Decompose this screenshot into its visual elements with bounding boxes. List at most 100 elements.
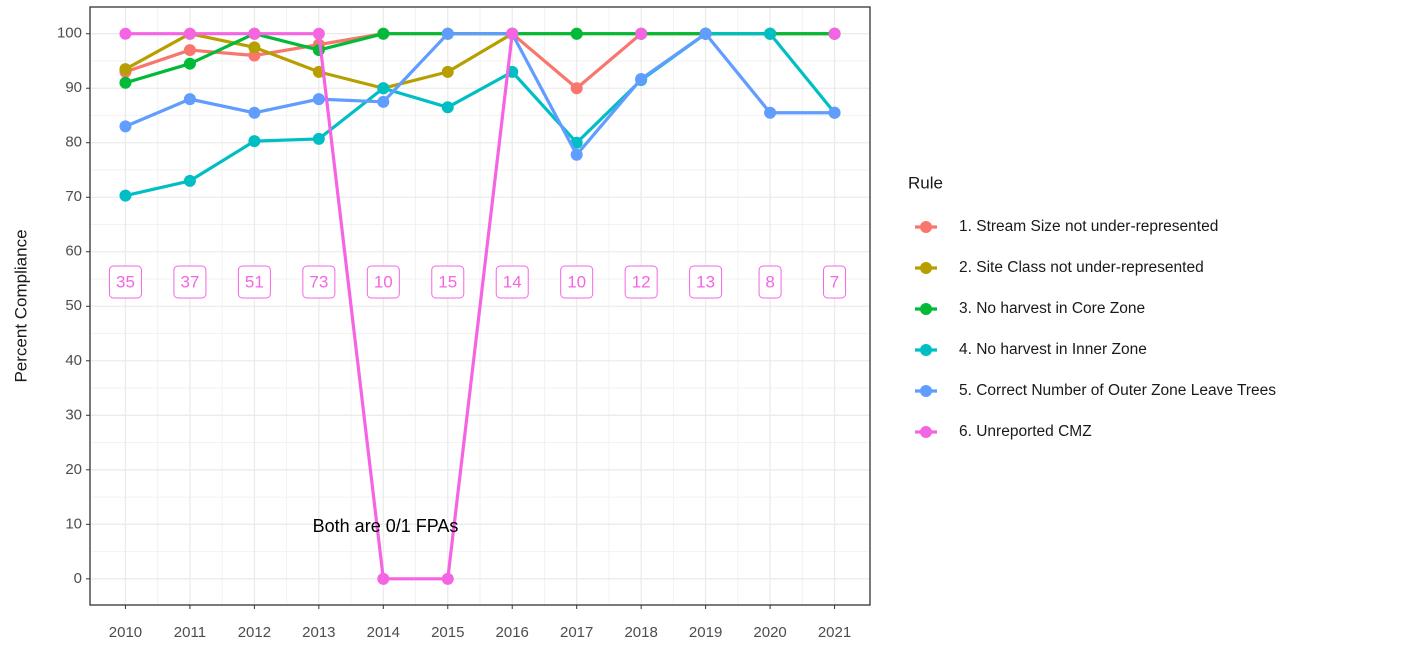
annotation: Both are 0/1 FPAs bbox=[313, 516, 459, 536]
x-tick-label: 2018 bbox=[624, 624, 657, 641]
series-point bbox=[119, 189, 132, 202]
count-label: 7 bbox=[830, 272, 839, 291]
count-label: 10 bbox=[567, 272, 586, 291]
y-tick-label: 80 bbox=[65, 134, 82, 151]
y-tick-label: 100 bbox=[57, 25, 82, 42]
series-point bbox=[441, 27, 454, 40]
count-label: 14 bbox=[503, 272, 522, 291]
y-tick-label: 50 bbox=[65, 297, 82, 314]
series-point bbox=[699, 27, 712, 40]
y-tick-label: 30 bbox=[65, 406, 82, 423]
x-tick-label: 2020 bbox=[753, 624, 786, 641]
series-point bbox=[506, 65, 519, 78]
y-axis-label: Percent Compliance bbox=[11, 229, 30, 382]
count-label-box bbox=[823, 265, 847, 299]
series-point bbox=[248, 27, 261, 40]
legend-label: 2. Site Class not under-represented bbox=[959, 259, 1204, 276]
series-point bbox=[764, 106, 777, 119]
legend-key-point bbox=[920, 426, 932, 438]
series-point bbox=[506, 27, 519, 40]
y-tick-label: 90 bbox=[65, 79, 82, 96]
y-tick-label: 60 bbox=[65, 243, 82, 260]
series-point bbox=[119, 27, 132, 40]
legend-key-point bbox=[920, 385, 932, 397]
series-point bbox=[441, 572, 454, 585]
y-tick-label: 40 bbox=[65, 352, 82, 369]
x-tick-label: 2013 bbox=[302, 624, 335, 641]
x-tick-label: 2021 bbox=[818, 624, 851, 641]
series-point bbox=[248, 106, 261, 119]
count-label: 8 bbox=[765, 272, 774, 291]
series-line bbox=[125, 32, 836, 198]
legend-key-point bbox=[920, 344, 932, 356]
legend-label: 3. No harvest in Core Zone bbox=[959, 300, 1145, 317]
legend-key-point bbox=[920, 221, 932, 233]
series-point bbox=[377, 27, 390, 40]
series-point bbox=[312, 93, 325, 106]
count-label-box bbox=[302, 265, 336, 299]
x-tick-label: 2012 bbox=[238, 624, 271, 641]
x-tick-label: 2011 bbox=[174, 624, 206, 641]
count-label-box bbox=[560, 265, 594, 299]
series-point bbox=[183, 27, 196, 40]
count-label: 12 bbox=[632, 272, 651, 291]
count-label-box bbox=[758, 265, 782, 299]
y-tick-label: 0 bbox=[74, 570, 82, 587]
legend-label: 4. No harvest in Inner Zone bbox=[959, 341, 1147, 358]
series-point bbox=[248, 135, 261, 148]
count-label: 15 bbox=[438, 272, 457, 291]
legend-label: 6. Unreported CMZ bbox=[959, 423, 1092, 440]
series-line bbox=[124, 32, 835, 157]
count-label: 73 bbox=[309, 272, 328, 291]
x-tick-label: 2016 bbox=[496, 624, 529, 641]
series-point bbox=[764, 27, 777, 40]
x-tick-label: 2010 bbox=[109, 624, 142, 641]
count-label: 10 bbox=[374, 272, 393, 291]
count-label: 13 bbox=[696, 272, 715, 291]
series-point bbox=[377, 82, 390, 95]
count-label-box bbox=[624, 265, 658, 299]
count-label-box bbox=[173, 265, 207, 299]
series-point bbox=[570, 82, 583, 95]
series-point bbox=[183, 44, 196, 57]
series-point bbox=[312, 132, 325, 145]
series-point bbox=[312, 27, 325, 40]
x-tick-label: 2015 bbox=[431, 624, 464, 641]
count-label-box bbox=[108, 265, 142, 299]
x-tick-label: 2017 bbox=[560, 624, 593, 641]
series-point bbox=[183, 174, 196, 187]
series-point bbox=[441, 65, 454, 78]
series-point bbox=[183, 57, 196, 70]
count-label: 37 bbox=[180, 272, 199, 291]
series-point bbox=[248, 41, 261, 54]
count-label-box bbox=[237, 265, 271, 299]
series-point bbox=[828, 106, 841, 119]
series-point bbox=[377, 95, 390, 108]
count-label: 35 bbox=[116, 272, 135, 291]
y-tick-label: 20 bbox=[65, 461, 82, 478]
legend-key-point bbox=[920, 262, 932, 274]
x-tick-label: 2014 bbox=[367, 624, 400, 641]
count-label-box bbox=[495, 265, 529, 299]
series-point bbox=[828, 27, 841, 40]
series-point bbox=[570, 27, 583, 40]
series-point bbox=[312, 65, 325, 78]
series-point bbox=[183, 93, 196, 106]
legend-key-point bbox=[920, 303, 932, 315]
series-point bbox=[119, 76, 132, 89]
plot-border bbox=[89, 6, 871, 606]
count-label-box bbox=[366, 265, 400, 299]
series-point bbox=[635, 72, 648, 85]
count-label-box bbox=[431, 265, 465, 299]
series-point bbox=[570, 148, 583, 161]
legend-label: 5. Correct Number of Outer Zone Leave Tr… bbox=[959, 382, 1276, 399]
y-tick-label: 10 bbox=[65, 515, 82, 532]
y-tick-label: 70 bbox=[65, 188, 82, 205]
count-label: 51 bbox=[245, 272, 264, 291]
count-label-box bbox=[689, 265, 723, 299]
series-point bbox=[119, 63, 132, 76]
series-point bbox=[441, 101, 454, 114]
legend-title: Rule bbox=[908, 173, 943, 192]
series-point bbox=[635, 27, 648, 40]
